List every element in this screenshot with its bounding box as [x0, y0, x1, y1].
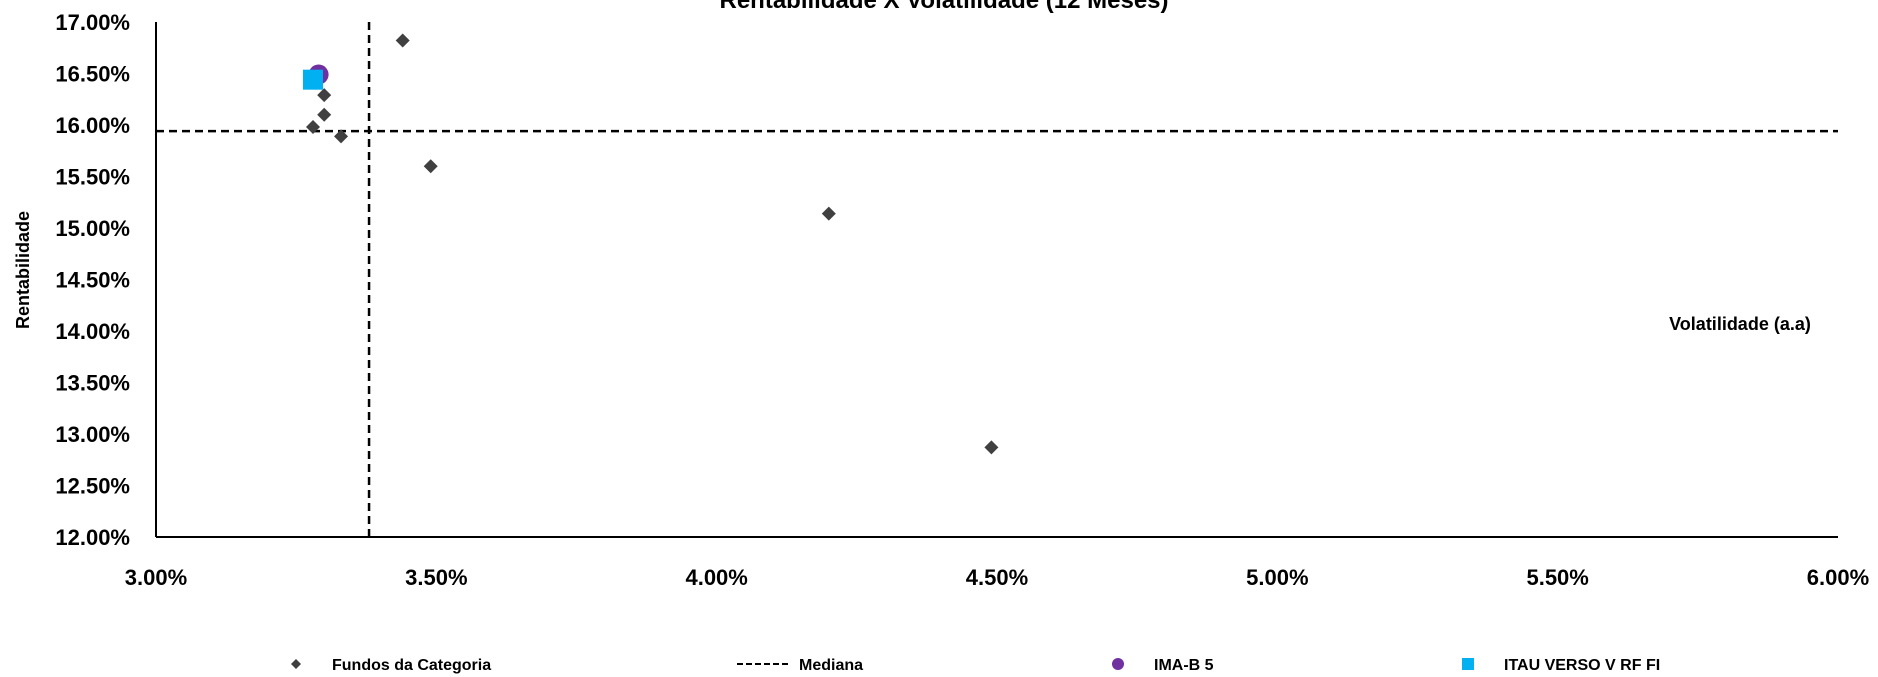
y-tick-label: 14.00% [55, 319, 130, 344]
y-tick-label: 16.00% [55, 113, 130, 138]
legend-label: Fundos da Categoria [332, 657, 491, 674]
y-axis-title: Rentabilidade [13, 211, 33, 329]
y-tick-label: 15.00% [55, 216, 130, 241]
data-point [302, 69, 323, 90]
y-tick-label: 15.50% [55, 165, 130, 190]
x-axis-title: Volatilidade (a.a) [1669, 314, 1811, 334]
chart-title: Rentabilidade X Volatilidade (12 Meses) [719, 0, 1168, 14]
y-tick-label: 13.00% [55, 422, 130, 447]
data-point [423, 159, 438, 174]
y-tick-label: 13.50% [55, 371, 130, 396]
data-point [334, 129, 349, 144]
x-tick-label: 5.00% [1246, 565, 1308, 590]
data-point [305, 120, 320, 135]
x-tick-label: 4.00% [685, 565, 747, 590]
data-point [821, 206, 836, 221]
y-tick-label: 14.50% [55, 268, 130, 293]
data-point [984, 440, 999, 455]
x-tick-label: 4.50% [966, 565, 1028, 590]
legend: Fundos da Categoria Mediana IMA-B 5 ITAU VE… [291, 657, 1660, 674]
y-tick-label: 12.00% [55, 525, 130, 550]
x-tick-label: 5.50% [1526, 565, 1588, 590]
x-tick-label: 6.00% [1807, 565, 1869, 590]
y-tick-label: 17.00% [55, 10, 130, 35]
y-tick-label: 12.50% [55, 474, 130, 499]
legend-marker [1112, 658, 1124, 670]
legend-marker [291, 659, 301, 669]
data-point [395, 33, 410, 48]
legend-label: IMA-B 5 [1154, 657, 1214, 674]
x-tick-label: 3.50% [405, 565, 467, 590]
legend-label: ITAU VERSO V RF FI [1504, 657, 1660, 674]
data-point [317, 107, 332, 122]
data-point [317, 88, 332, 103]
legend-marker [1462, 658, 1474, 670]
y-tick-label: 16.50% [55, 62, 130, 87]
x-tick-label: 3.00% [125, 565, 187, 590]
legend-label: Mediana [799, 657, 863, 674]
